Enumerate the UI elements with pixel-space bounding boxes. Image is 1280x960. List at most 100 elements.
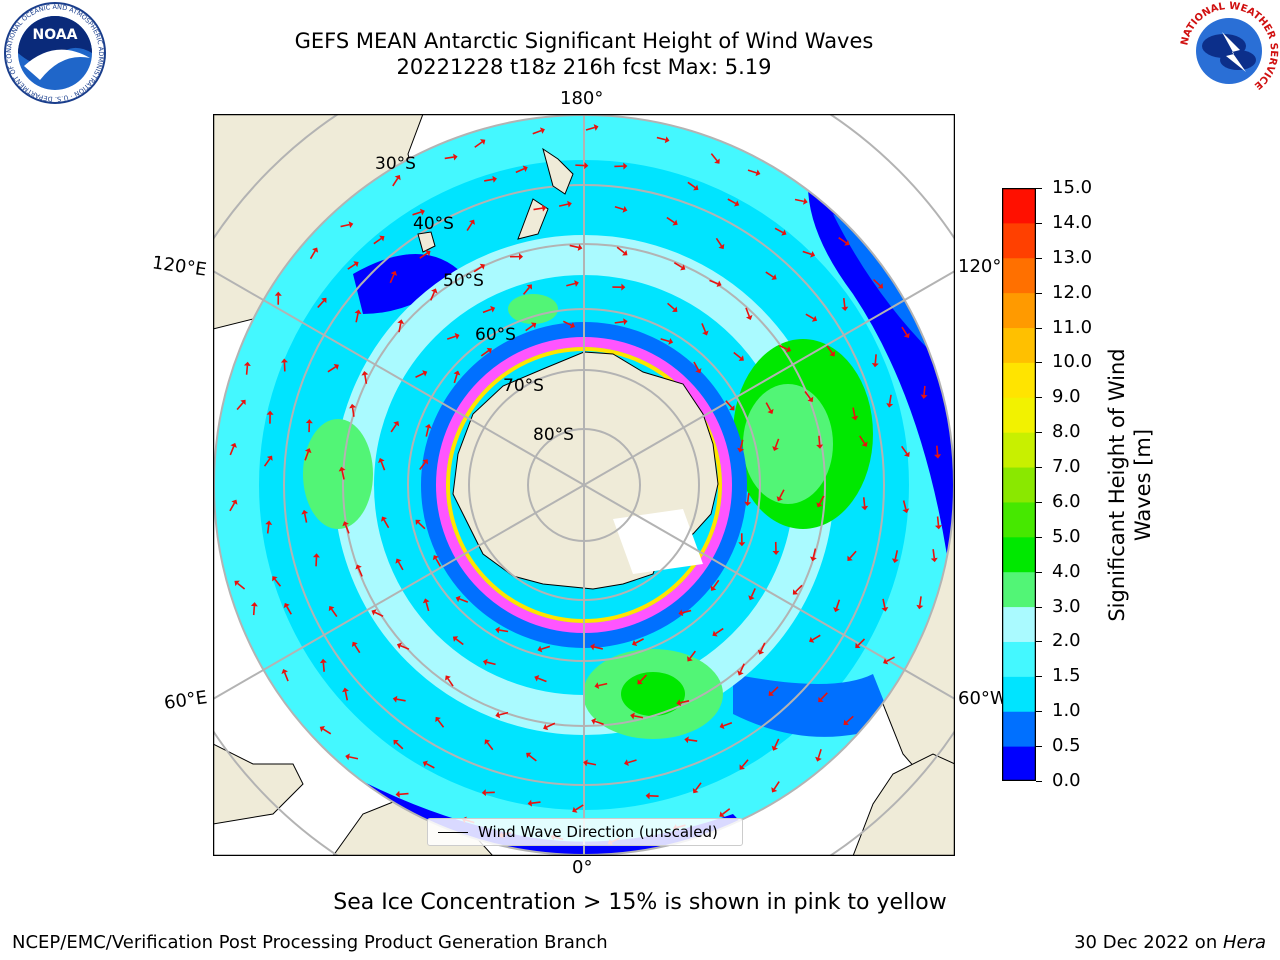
wave-direction-arrowhead: [930, 557, 938, 563]
wave-direction-arrowhead: [266, 455, 273, 461]
colorbar-tick-mark: [1036, 781, 1042, 782]
wave-direction-arrowhead: [530, 322, 537, 329]
colorbar: [1002, 188, 1036, 781]
wave-direction-arrowhead: [716, 280, 722, 288]
wave-direction-arrowhead: [719, 722, 725, 730]
wave-direction-arrow: [760, 642, 766, 652]
colorbar-swatch: [1002, 571, 1036, 608]
wave-direction-arrow: [804, 391, 812, 400]
wave-direction-arrow: [374, 611, 384, 618]
wave-direction-arrow: [688, 739, 698, 742]
wave-direction-arrow: [739, 439, 744, 449]
colorbar-tick-mark: [1036, 397, 1042, 399]
footer-host: Hera: [1222, 932, 1266, 953]
colorbar-tick-label: 1.5: [1052, 665, 1081, 687]
wave-direction-arrow: [459, 598, 469, 603]
wave-direction-arrowhead: [265, 520, 273, 525]
wave-direction-arrow: [412, 211, 422, 216]
wave-direction-arrowhead: [738, 355, 744, 361]
wave-direction-arrow: [531, 801, 541, 804]
wave-direction-arrowhead: [593, 124, 599, 131]
colorbar-swatch: [1002, 188, 1036, 224]
lon-label-180: 180°: [560, 88, 604, 109]
wave-direction-arrowhead: [621, 283, 626, 291]
wave-direction-arrowhead: [771, 745, 778, 751]
longitude-grid: [213, 114, 955, 856]
map-frame: [213, 114, 955, 856]
wave-direction-arrow: [473, 266, 483, 273]
lon-label-0: 0°: [572, 857, 593, 878]
wave-direction-arrowhead: [480, 139, 486, 145]
wave-direction-arrowhead: [810, 250, 816, 258]
lon-label-120e: 120°E: [150, 252, 208, 281]
wave-direction-arrowhead: [877, 283, 884, 289]
wave-direction-arrow: [835, 599, 841, 609]
wave-direction-arrow: [395, 742, 404, 750]
wave-direction-arrow: [779, 489, 785, 499]
wave-direction-arrowhead: [522, 165, 528, 172]
wave-direction-arrowhead: [702, 330, 709, 336]
wave-direction-arrowhead: [718, 243, 725, 250]
wave-direction-arrow: [745, 307, 750, 317]
wave-direction-arrow: [774, 227, 784, 234]
wave-direction-arrowhead: [354, 309, 362, 315]
wave-direction-arrowhead: [577, 244, 583, 251]
wave-direction-arrowhead: [539, 127, 545, 134]
wave-direction-arrow: [667, 302, 675, 310]
wave-direction-arrowhead: [419, 208, 425, 216]
wave-direction-arrow: [546, 722, 556, 728]
wave-direction-arrowhead: [934, 525, 942, 530]
wave-direction-arrowhead: [424, 423, 432, 429]
colorbar-tick-mark: [1036, 676, 1042, 678]
wave-direction-arrowhead: [495, 626, 500, 634]
wave-direction-arrow: [722, 808, 731, 815]
wave-direction-arrow: [656, 136, 666, 141]
wave-direction-arrow: [415, 372, 425, 378]
wave-direction-arrow: [614, 205, 624, 211]
wave-direction-arrowhead: [415, 519, 421, 525]
wave-direction-arrow: [541, 645, 551, 650]
wave-direction-arrow: [522, 286, 530, 295]
lat-label-50s: 50°S: [443, 271, 484, 291]
lat-label-30s: 30°S: [375, 154, 416, 174]
footer-date-text: 30 Dec 2022 on: [1074, 932, 1223, 953]
wave-direction-arrowhead: [767, 408, 774, 415]
wave-direction-arrow: [812, 634, 821, 641]
wave-direction-arrowhead: [672, 219, 678, 226]
wave-direction-arrow: [818, 495, 825, 505]
wave-direction-arrowhead: [280, 358, 288, 363]
wave-direction-arrowhead: [482, 658, 488, 666]
wave-direction-arrowhead: [891, 558, 899, 564]
wave-direction-arrowhead: [851, 415, 859, 421]
wave-direction-arrowhead: [755, 169, 761, 177]
wave-direction-arrow: [237, 582, 246, 590]
wave-direction-arrowhead: [283, 602, 290, 609]
noaa-logo: NATIONAL OCEANIC AND ATMOSPHERIC ADMINIS…: [0, 0, 110, 109]
wave-direction-arrow: [532, 129, 542, 135]
wave-direction-arrow: [229, 502, 236, 512]
colorbar-tick-label: 15.0: [1052, 177, 1093, 198]
wave-direction-arrowhead: [692, 788, 699, 794]
colorbar-swatch: [1002, 676, 1036, 712]
colorbar-tick-mark: [1036, 432, 1042, 434]
wave-direction-arrowhead: [809, 556, 817, 562]
wave-direction-arrow: [373, 237, 382, 245]
wave-direction-arrow: [317, 300, 325, 309]
wave-direction-arrow: [474, 141, 483, 148]
wave-direction-arrow: [774, 738, 780, 748]
wave-direction-arrowhead: [348, 221, 354, 229]
atlantic-land: [852, 753, 955, 856]
wave-direction-arrow: [857, 638, 866, 646]
wave-direction-arrow: [923, 385, 926, 395]
wave-direction-arrow: [252, 606, 256, 616]
wave-direction-arrow: [695, 782, 702, 791]
wave-direction-arrowhead: [714, 158, 720, 164]
wave-direction-arrowhead: [537, 645, 543, 653]
wave-direction-arrowhead: [816, 502, 823, 508]
wave-direction-arrow: [838, 237, 847, 244]
wave-direction-arrow: [712, 579, 720, 589]
wave-direction-arrowhead: [526, 284, 532, 290]
wave-direction-arrow: [886, 656, 895, 662]
colorbar-swatch: [1002, 397, 1036, 433]
wave-direction-arrowhead: [816, 444, 824, 449]
